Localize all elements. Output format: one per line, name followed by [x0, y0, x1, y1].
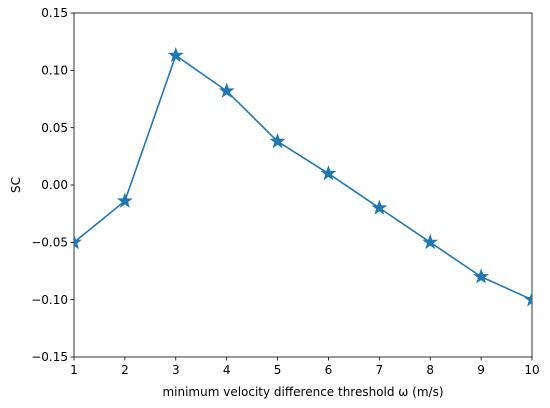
data-point-star	[116, 192, 133, 208]
y-tick-label: 0.10	[41, 64, 68, 78]
x-tick-label: 7	[376, 363, 384, 377]
data-point-star	[74, 233, 82, 250]
y-axis-ticks: −0.15 −0.10 −0.05 0.00 0.05 0.10 0.15	[31, 6, 74, 364]
y-tick-label: −0.15	[31, 350, 68, 364]
data-point-star	[371, 199, 388, 215]
y-tick-label: 0.00	[41, 178, 68, 192]
data-point-star	[167, 47, 184, 63]
x-tick-label: 1	[70, 363, 78, 377]
series-layer	[73, 47, 533, 307]
x-tick-label: 6	[325, 363, 333, 377]
y-tick-label: 0.05	[41, 121, 68, 135]
y-tick-label: 0.15	[41, 6, 68, 20]
x-tick-label: 4	[223, 363, 231, 377]
x-axis-label: minimum velocity difference threshold ω …	[162, 385, 443, 399]
x-tick-label: 8	[426, 363, 434, 377]
x-tick-label: 9	[477, 363, 485, 377]
x-tick-label: 3	[172, 363, 180, 377]
data-point-star	[422, 233, 439, 250]
plot-frame	[73, 12, 533, 358]
series-markers	[74, 47, 532, 307]
y-tick-label: −0.10	[31, 293, 68, 307]
y-axis-label: SC	[9, 177, 23, 193]
x-tick-label: 10	[524, 363, 539, 377]
x-tick-label: 2	[121, 363, 129, 377]
y-tick-label: −0.05	[31, 236, 68, 250]
x-axis-ticks: 1 2 3 4 5 6 7 8 9 10	[70, 357, 540, 377]
data-point-star	[218, 82, 235, 98]
data-point-star	[320, 165, 337, 181]
plot-area	[73, 12, 533, 358]
data-point-star	[473, 268, 490, 284]
data-point-star	[269, 133, 286, 149]
data-point-star	[524, 291, 532, 307]
series-line	[73, 54, 533, 301]
x-tick-label: 5	[274, 363, 282, 377]
